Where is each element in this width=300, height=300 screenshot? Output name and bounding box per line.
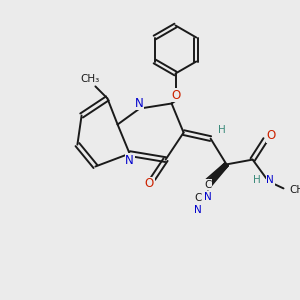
Text: N: N [125, 154, 134, 167]
Text: CH₃: CH₃ [290, 185, 300, 195]
Text: C: C [204, 179, 211, 190]
Text: CH₃: CH₃ [81, 74, 100, 85]
Text: H: H [218, 124, 226, 135]
Text: O: O [171, 89, 180, 102]
Text: O: O [266, 129, 275, 142]
Text: N: N [266, 175, 274, 185]
Text: O: O [145, 177, 154, 190]
Text: N: N [194, 205, 202, 215]
Text: N: N [134, 97, 143, 110]
Text: H: H [253, 175, 261, 185]
Text: C: C [194, 193, 202, 203]
Text: N: N [204, 192, 212, 203]
